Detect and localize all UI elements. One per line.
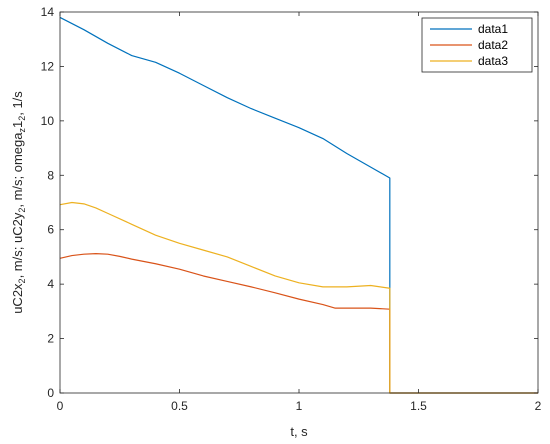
series-line-data3 bbox=[59, 201, 538, 394]
y-axis-label: uC2x2, m/s; uC2y2, m/s; omegaz12, 1/s bbox=[10, 91, 27, 314]
y-tick-label: 6 bbox=[47, 223, 54, 237]
x-axis-label: t, s bbox=[290, 424, 308, 439]
x-tick-label: 0 bbox=[57, 399, 64, 413]
x-tick-label: 0.5 bbox=[171, 399, 188, 413]
plot-area bbox=[60, 12, 538, 393]
y-tick-label: 10 bbox=[41, 114, 55, 128]
y-tick-label: 2 bbox=[47, 332, 54, 346]
y-tick-label: 14 bbox=[41, 5, 55, 19]
y-axis-label-part: uC2x bbox=[10, 283, 25, 314]
y-tick-label: 4 bbox=[47, 277, 54, 291]
series-group bbox=[59, 16, 538, 394]
y-axis-label-part: , m/s; uC2y bbox=[10, 212, 25, 278]
legend-label-data1: data1 bbox=[478, 22, 508, 36]
x-tick-label: 1.5 bbox=[410, 399, 427, 413]
y-axis-label-subscript: 2 bbox=[17, 278, 27, 283]
legend-label-data2: data2 bbox=[478, 38, 508, 52]
y-axis-label-part: , 1/s bbox=[10, 91, 25, 116]
y-axis-label-subscript: 2 bbox=[17, 208, 27, 213]
y-tick-label: 0 bbox=[47, 386, 54, 400]
series-line-data1 bbox=[59, 16, 538, 394]
y-axis-label-subscript: 2 bbox=[17, 116, 27, 121]
y-axis-label-part: , m/s; omega bbox=[10, 132, 25, 208]
x-tick-label: 1 bbox=[296, 399, 303, 413]
series-line-data2 bbox=[59, 253, 538, 394]
legend-label-data3: data3 bbox=[478, 54, 508, 68]
y-axis-ticks: 0 2 4 6 8 10 12 14 bbox=[41, 5, 538, 400]
x-axis-ticks: 0 0.5 1 1.5 2 bbox=[57, 12, 542, 413]
y-tick-label: 8 bbox=[47, 168, 54, 182]
y-tick-label: 12 bbox=[41, 59, 55, 73]
x-tick-label: 2 bbox=[535, 399, 542, 413]
legend: data1 data2 data3 bbox=[421, 17, 533, 73]
y-axis-label-subscript: z bbox=[17, 128, 27, 133]
y-axis-label-part: 1 bbox=[10, 121, 25, 128]
